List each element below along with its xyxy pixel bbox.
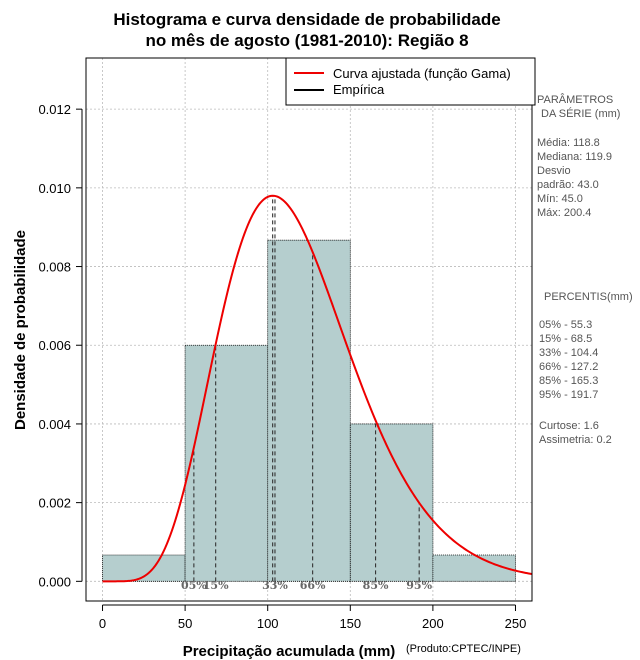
y-axis-label: Densidade de probabilidade <box>12 230 29 430</box>
histogram-bar <box>184 344 269 582</box>
stat-median: Mediana: 119.9 <box>537 151 612 163</box>
percentiles-title: PERCENTIS(mm) <box>544 291 633 303</box>
percentile-label: 15% <box>203 579 229 592</box>
percentile-label: 05% <box>181 579 207 592</box>
histogram-bar <box>349 423 434 582</box>
y-axis: 0.000 0.002 0.004 0.006 0.008 0.010 0.012 <box>38 102 83 589</box>
percentile-66: 66% - 127.2 <box>539 361 598 373</box>
y-tick-label: 0.010 <box>38 181 71 196</box>
legend: Curva ajustada (função Gama) Empírica <box>285 57 536 106</box>
legend-label-empirical: Empírica <box>333 82 385 97</box>
percentile-05: 05% - 55.3 <box>539 319 592 331</box>
histogram-bar <box>432 554 516 582</box>
x-tick-label: 200 <box>422 616 444 631</box>
percentile-95: 95% - 191.7 <box>539 389 598 401</box>
x-tick-label: 250 <box>505 616 527 631</box>
percentile-33: 33% - 104.4 <box>539 347 598 359</box>
stat-skewness: Assimetria: 0.2 <box>539 434 612 446</box>
x-tick-label: 100 <box>257 616 279 631</box>
legend-box <box>285 57 536 106</box>
stat-max: Máx: 200.4 <box>537 207 591 219</box>
product-credit: (Produto:CPTEC/INPE) <box>406 643 521 655</box>
chart-title: Histograma e curva densidade de probabil… <box>113 10 500 50</box>
y-tick-label: 0.006 <box>38 338 71 353</box>
params-title-line-2: DA SÉRIE (mm) <box>541 107 620 120</box>
y-tick-label: 0.000 <box>38 574 71 589</box>
percentile-labels: 05%15% 33% 66% 85% 95% <box>181 579 433 592</box>
percentile-label: 85% <box>363 579 389 592</box>
chart-title-line-1: Histograma e curva densidade de probabil… <box>113 10 500 29</box>
y-tick-label: 0.008 <box>38 260 71 275</box>
stat-stddev-value: padrão: 43.0 <box>537 179 599 191</box>
chart-title-line-2: no mês de agosto (1981-2010): Região 8 <box>145 31 468 50</box>
x-axis-label: Precipitação acumulada (mm) <box>183 643 396 660</box>
x-tick-label: 150 <box>339 616 361 631</box>
series-parameters-panel: PARÂMETROS DA SÉRIE (mm) Média: 118.8 Me… <box>537 93 633 446</box>
x-axis: 0 50 100 150 200 250 <box>99 604 527 631</box>
legend-label-curve: Curva ajustada (função Gama) <box>333 66 511 81</box>
gamma-curve <box>102 194 533 583</box>
stat-mean: Média: 118.8 <box>537 137 600 149</box>
y-tick-label: 0.004 <box>38 417 71 432</box>
percentile-label: 33% <box>262 579 288 592</box>
stat-min: Mín: 45.0 <box>537 193 583 205</box>
histogram-bars <box>102 239 516 582</box>
y-tick-label: 0.012 <box>38 102 71 117</box>
stat-stddev-label: Desvio <box>537 165 571 177</box>
percentile-lines <box>193 195 420 582</box>
percentile-label: 66% <box>300 579 326 592</box>
y-tick-label: 0.002 <box>38 496 71 511</box>
percentile-15: 15% - 68.5 <box>539 333 592 345</box>
stat-kurtosis: Curtose: 1.6 <box>539 420 599 432</box>
params-title-line-1: PARÂMETROS <box>537 93 613 106</box>
percentile-label: 95% <box>406 579 432 592</box>
histogram-bar <box>267 239 351 582</box>
x-tick-label: 0 <box>99 616 106 631</box>
x-tick-label: 50 <box>178 616 192 631</box>
percentile-85: 85% - 165.3 <box>539 375 598 387</box>
